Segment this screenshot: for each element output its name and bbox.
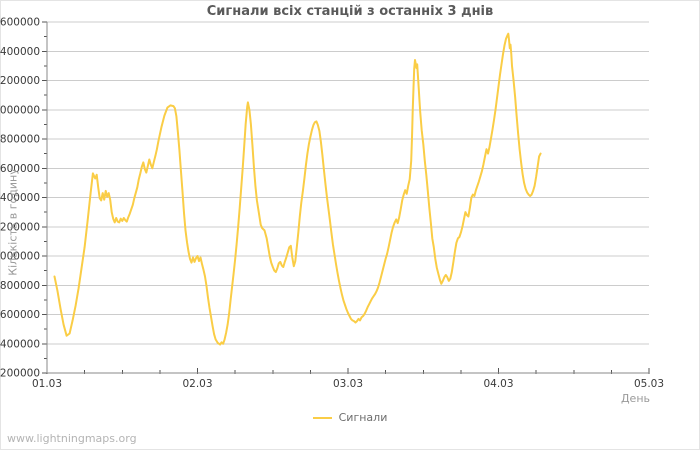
y-tick-label: 6400000 (0, 338, 40, 350)
x-axis-label: День (620, 392, 650, 405)
y-tick-label: 6800000 (0, 280, 40, 292)
y-tick-label: 7000000 (0, 251, 40, 263)
y-axis-label: Кількість в годину (6, 168, 20, 276)
legend: Сигнали (0, 411, 700, 424)
signal-line (53, 32, 542, 346)
y-tick-label: 7800000 (0, 134, 40, 146)
x-tick-label: 05.03 (634, 378, 664, 390)
x-tick-label: 01.03 (32, 378, 62, 390)
watermark: www.lightningmaps.org (7, 432, 137, 445)
x-tick-label: 03.03 (333, 378, 363, 390)
chart-title: Сигнали всіх станцій з останніх 3 днів (206, 4, 494, 19)
y-tick-label: 7200000 (0, 221, 40, 233)
y-tick-label: 8400000 (0, 46, 40, 58)
x-tick-label: 02.03 (182, 378, 212, 390)
x-tick-label: 04.03 (483, 378, 513, 390)
y-tick-label: 8600000 (0, 17, 40, 29)
y-tick-label: 7400000 (0, 192, 40, 204)
legend-label: Сигнали (338, 411, 388, 424)
y-tick-label: 6200000 (0, 368, 40, 380)
y-tick-label: 6600000 (0, 309, 40, 321)
legend-line-swatch (312, 416, 332, 419)
y-tick-label: 7600000 (0, 163, 40, 175)
y-tick-label: 8200000 (0, 75, 40, 87)
